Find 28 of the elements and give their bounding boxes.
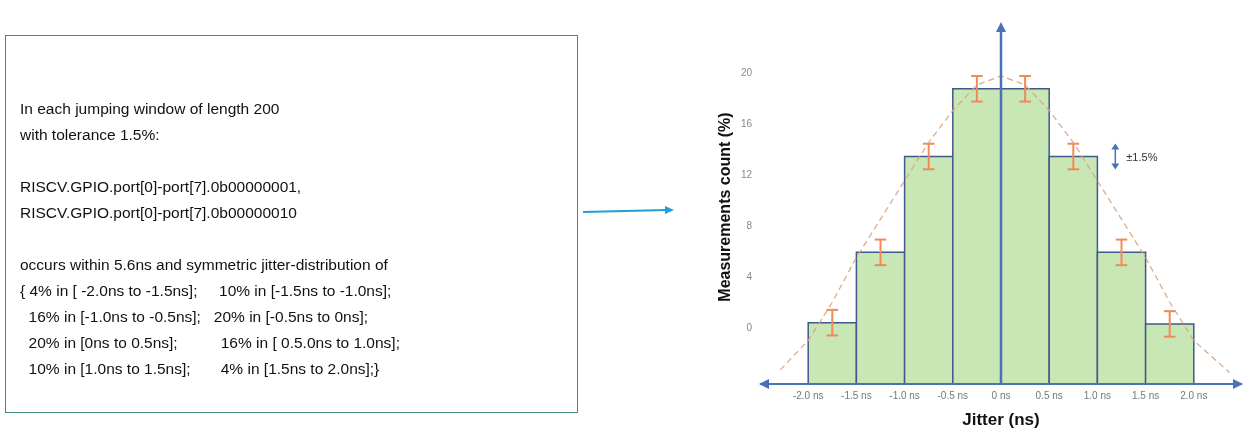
y-tick-label: 8	[746, 220, 753, 232]
y-tick-label: 12	[740, 168, 753, 180]
text: 10% in [1.0ns to 1.5ns]; 4% in [1.5ns to 2.0ns];}	[27, 359, 381, 379]
text: RISCV.GPIO.port[0]-port[7].0b00000010	[20, 203, 298, 223]
y-tick-label: 20	[740, 66, 753, 78]
x-tick-label: -1.0 ns	[889, 390, 920, 402]
text: occurs within 5.6ns and symmetric jitter-distribution of	[20, 255, 389, 275]
text: In each jumping window of length 200	[20, 99, 281, 119]
x-tick-label: -2.0 ns	[792, 390, 824, 402]
text: 20% in [0ns to 0.5ns]; 16% in [ 0.5.0ns to 1.0ns];	[27, 333, 401, 353]
x-tick-label: -0.5 ns	[937, 390, 969, 402]
y-tick-label: 4	[746, 271, 753, 283]
text: with tolerance 1.5%:	[20, 125, 161, 145]
x-tick-label: -1.5 ns	[841, 390, 872, 402]
text: 16% in [-1.0ns to -0.5ns]; 20% in [-0.5ns to 0ns];	[27, 307, 370, 327]
x-axis-title: Jitter (ns)	[962, 410, 1040, 429]
y-tick-label: 16	[740, 117, 753, 129]
x-tick-label: 1.5 ns	[1131, 390, 1160, 402]
x-tick-label: 0.5 ns	[1035, 390, 1063, 402]
y-axis-title: Measurements count (%)	[716, 112, 733, 302]
annotation: ±1.5%	[1126, 150, 1158, 163]
x-tick-label: 0 ns	[991, 390, 1011, 402]
line-series	[779, 75, 1231, 374]
text: RISCV.GPIO.port[0]-port[7].0b00000001,	[20, 177, 303, 197]
x-tick-label: 1.0 ns	[1083, 390, 1112, 402]
x-tick-label: 2.0 ns	[1180, 390, 1208, 402]
y-tick-label: 0	[746, 322, 753, 334]
text: { 4% in [ -2.0ns to -1.5ns]; 10% in [-1.5ns to -1.0ns];	[20, 281, 393, 301]
